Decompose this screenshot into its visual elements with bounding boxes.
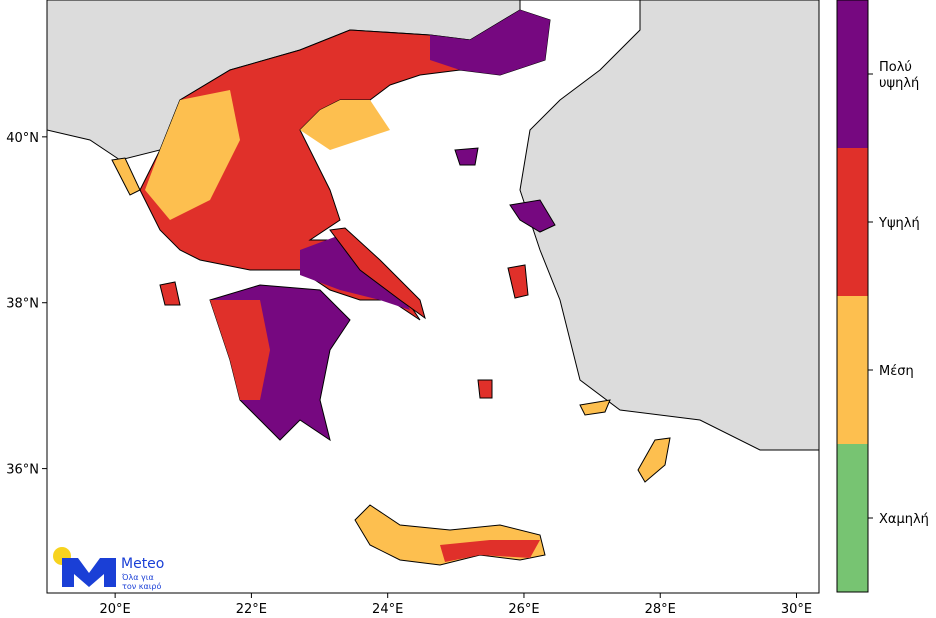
naxos [477, 379, 493, 399]
evia [329, 227, 426, 320]
rhodes [637, 437, 671, 483]
region-west [145, 90, 240, 220]
map-area [47, 0, 819, 593]
logo-name: Meteo [121, 556, 164, 572]
colorbar-segment [837, 296, 868, 444]
lesvos [509, 199, 556, 233]
x-tick-label: 20°E [100, 602, 131, 617]
map-frame [46, 0, 820, 594]
x-tick-label: 24°E [372, 602, 403, 617]
x-tick-label: 28°E [645, 602, 676, 617]
kos [579, 399, 611, 416]
turkey [519, 0, 819, 451]
region-east [300, 235, 410, 310]
logo-mark [62, 558, 116, 587]
region-south-west [210, 300, 270, 400]
axes: 20°E 22°E 24°E 26°E 28°E 30°E 36°N 38°N 40°N [6, 131, 812, 617]
legend-label: Πολύ υψηλή [879, 60, 919, 91]
x-tick-label: 26°E [508, 602, 539, 617]
legend-label: Χαμηλή [879, 512, 929, 527]
chios [507, 264, 529, 299]
region-northeast [430, 10, 550, 75]
colorbar-segment [837, 0, 868, 148]
crete-red [440, 540, 540, 562]
logo-tagline: Όλα για [121, 572, 154, 582]
logo: Meteo Όλα για τον καιρό [53, 547, 164, 591]
lemnos [454, 147, 479, 166]
legend-label: Μέση [879, 364, 914, 379]
colorbar: Χαμηλή Μέση Υψηλή Πολύ υψηλή [836, 0, 929, 593]
y-tick-label: 40°N [6, 131, 39, 146]
kefalonia [159, 281, 181, 306]
logo-tagline: τον καιρό [122, 581, 161, 591]
colorbar-segment [837, 148, 868, 296]
x-tick-label: 30°E [781, 602, 812, 617]
region-chalkidiki [300, 100, 390, 150]
y-tick-label: 38°N [6, 297, 39, 312]
x-tick-label: 22°E [236, 602, 267, 617]
legend-label: Υψηλή [878, 216, 920, 231]
colorbar-segment [837, 444, 868, 592]
corfu [111, 157, 141, 196]
colorbar-frame [836, 0, 869, 593]
y-tick-label: 36°N [6, 463, 39, 478]
